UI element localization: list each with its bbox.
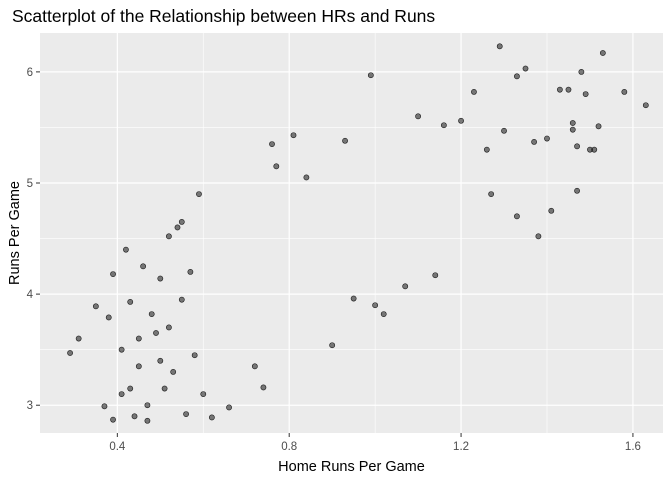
data-point [118,391,125,398]
data-point [595,123,602,130]
y-axis-title: Runs Per Game [7,181,23,285]
data-point [514,73,520,80]
data-point [200,391,207,398]
data-point [196,191,202,198]
data-point [269,141,275,148]
data-point [148,311,155,318]
data-point [183,411,189,418]
data-point [303,174,310,181]
data-point [135,363,142,370]
data-point [178,296,185,303]
data-point [140,263,147,270]
data-point [191,352,198,359]
data-point [578,68,585,75]
chart-title: Scatterplot of the Relationship between … [12,6,436,26]
data-point [402,283,409,290]
data-point [367,72,374,79]
data-point [582,91,589,98]
data-point [101,403,108,410]
data-point [574,143,580,150]
x-tick-label: 0.8 [281,441,297,453]
data-point [329,342,336,349]
data-point [273,163,280,170]
axes: 0.4 0.8 1.2 1.6 3 4 5 6 [27,67,641,453]
data-point [135,335,142,342]
minor-gridlines [40,33,663,433]
data-point [208,414,215,421]
data-point [522,65,529,72]
y-tick-label: 6 [27,67,33,79]
data-point [544,135,550,142]
data-point [165,233,172,240]
data-point [350,295,357,302]
data-point [574,187,580,194]
data-point [548,207,555,214]
x-tick-label: 0.4 [109,441,126,453]
data-point [342,137,348,144]
data-point [165,324,172,331]
data-point [591,146,598,153]
data-point [67,350,73,356]
y-tick-label: 5 [27,178,33,190]
scatter-points [67,43,649,424]
data-point [569,126,576,133]
data-point [290,132,297,139]
data-point [144,417,151,424]
data-point [127,298,134,305]
data-point [556,86,563,93]
x-axis-title: Home Runs Per Game [278,459,425,475]
data-point [110,416,116,423]
data-point [260,384,267,391]
data-point [157,357,164,364]
data-point [127,385,134,392]
data-point [514,213,520,220]
data-point [105,314,112,321]
data-point [496,43,503,50]
y-tick-label: 4 [27,289,34,301]
x-tick-label: 1.6 [625,441,641,453]
major-gridlines [40,33,663,433]
data-point [174,224,181,231]
data-point [415,113,421,120]
data-point [153,330,159,336]
data-point [118,346,125,353]
data-point [531,138,537,145]
data-point [565,86,572,93]
data-point [569,120,576,126]
data-point [488,191,495,198]
data-point [75,335,82,342]
data-point [432,272,439,279]
data-point [178,218,185,225]
x-tick-label: 1.2 [453,441,469,453]
data-point [458,117,464,124]
data-point [144,402,151,409]
data-point [642,102,649,109]
data-point [471,88,477,95]
data-point [483,146,490,153]
data-point [123,246,129,253]
data-point [161,385,168,392]
data-point [131,413,138,420]
data-point [226,404,232,411]
data-point [170,368,177,375]
data-point [380,311,387,318]
data-point [501,127,507,134]
data-point [440,122,447,129]
plot-panel [40,33,663,433]
data-point [251,363,258,370]
data-point [92,303,99,310]
data-point [372,302,379,309]
y-tick-label: 3 [27,400,33,412]
data-point [621,88,628,95]
data-point [535,233,542,240]
data-point [599,50,606,56]
data-point [187,268,194,275]
data-point [157,275,164,282]
data-point [110,271,116,278]
